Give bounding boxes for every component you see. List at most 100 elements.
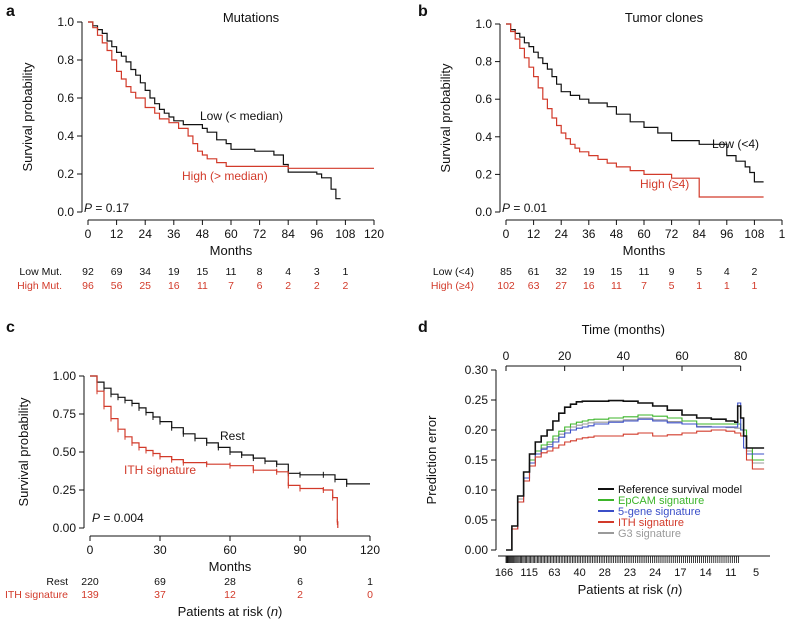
x-tick-label: 90: [293, 543, 307, 557]
panel-letter-a: a: [6, 3, 15, 20]
x-tick-label: 72: [665, 227, 679, 241]
risk-value: 34: [139, 266, 151, 278]
p-value: P = 0.004: [92, 511, 144, 525]
x-axis-label: Months: [623, 243, 666, 258]
p-value-text: = 0.17: [92, 201, 129, 215]
risk-value: 15: [197, 266, 209, 278]
panel-letter-c: c: [6, 319, 15, 336]
top-tick-label: 40: [617, 349, 631, 363]
legend-label-0: Reference survival model: [618, 484, 742, 496]
risk-row-label: Low Mut.: [19, 266, 62, 278]
risk-row-label: High Mut.: [17, 280, 62, 292]
bottom-tick-label: 17: [674, 567, 686, 579]
y-tick-label: 0.0: [475, 205, 492, 219]
bottom-tick-label: 24: [649, 567, 661, 579]
x-tick-label: 1: [779, 227, 786, 241]
x-tick-label: 0: [87, 543, 94, 557]
chart-panel-c: 0.000.250.500.751.000 30 60 90 120MonthsSurv…: [5, 369, 380, 619]
risk-value: 11: [197, 280, 208, 292]
y-tick-label: 0.8: [475, 55, 492, 69]
x-tick-label: 36: [582, 227, 596, 241]
bottom-tick-label: 166: [495, 567, 513, 579]
x-tick-label: 36: [167, 227, 181, 241]
x-tick-label: 48: [610, 227, 624, 241]
x-tick-label: 96: [310, 227, 324, 241]
series-line-0: [506, 23, 764, 183]
y-axis-label: Survival probability: [16, 397, 31, 507]
bottom-tick-label: 40: [573, 567, 585, 579]
y-axis-label: Prediction error: [424, 415, 439, 505]
risk-value: 2: [297, 589, 303, 601]
risk-row-label: ITH signature: [5, 589, 68, 601]
risk-value: 61: [528, 266, 540, 278]
x-tick-label: 120: [364, 227, 384, 241]
chart-title: Tumor clones: [625, 10, 704, 25]
y-tick-label: 0.6: [57, 91, 74, 105]
risk-row-label: High (≥4): [431, 280, 474, 292]
risk-value: 27: [555, 280, 567, 292]
y-axis-label: Survival probability: [20, 62, 35, 172]
risk-value: 5: [669, 280, 675, 292]
p-value-text: = 0.01: [510, 201, 547, 215]
y-tick-label: 0.8: [57, 53, 74, 67]
risk-value: 4: [285, 266, 291, 278]
risk-value: 3: [314, 266, 320, 278]
y-axis-label: Survival probability: [438, 63, 453, 173]
risk-value: 220: [81, 576, 99, 588]
p-value-symbol: P: [502, 201, 510, 215]
chart-title: Mutations: [223, 10, 280, 25]
bottom-tick-label: 28: [599, 567, 611, 579]
x-tick-label: 96: [720, 227, 734, 241]
x-tick-label: 60: [224, 227, 238, 241]
risk-value: 0: [367, 589, 373, 601]
bottom-tick-label: 63: [548, 567, 560, 579]
x-tick-label: 30: [153, 543, 167, 557]
risk-value: 19: [583, 266, 595, 278]
y-tick-label: 0.10: [465, 483, 489, 497]
legend-label-3: ITH signature: [618, 517, 684, 529]
risk-value: 25: [139, 280, 151, 292]
series-line-3: [506, 429, 765, 551]
risk-value: 1: [724, 280, 730, 292]
y-tick-label: 0.0: [57, 205, 74, 219]
panel-letter-d: d: [418, 319, 428, 336]
x-axis-label: Months: [210, 243, 253, 258]
risk-value: 139: [81, 589, 99, 601]
risk-value: 63: [528, 280, 540, 292]
risk-value: 1: [367, 576, 373, 588]
risk-value: 102: [497, 280, 515, 292]
risk-value: 69: [111, 266, 123, 278]
risk-value: 92: [82, 266, 94, 278]
y-tick-label: 0.30: [465, 363, 489, 377]
risk-value: 11: [639, 266, 650, 278]
y-tick-label: 0.00: [53, 521, 77, 535]
risk-value: 4: [724, 266, 730, 278]
y-tick-label: 0.75: [53, 407, 77, 421]
risk-value: 6: [297, 576, 303, 588]
risk-value: 2: [314, 280, 320, 292]
risk-value: 32: [555, 266, 567, 278]
bottom-axis-label: Patients at risk (n): [578, 582, 683, 597]
series-line-0: [88, 21, 341, 200]
series-label-1: High (≥4): [640, 177, 689, 191]
risk-value: 2: [285, 280, 291, 292]
x-tick-label: 12: [110, 227, 124, 241]
top-tick-label: 0: [503, 349, 510, 363]
panel-letter-b: b: [418, 3, 428, 20]
risk-value: 15: [611, 266, 623, 278]
y-tick-label: 1.0: [57, 15, 74, 29]
series-label-1: ITH signature: [124, 463, 196, 477]
y-tick-label: 0.00: [465, 543, 489, 557]
y-tick-label: 0.2: [57, 167, 74, 181]
risk-value: 12: [224, 589, 236, 601]
p-value: P = 0.17: [84, 201, 129, 215]
bottom-tick-label: 115: [520, 567, 538, 579]
risk-value: 85: [500, 266, 512, 278]
x-tick-label: 0: [85, 227, 92, 241]
p-value: P = 0.01: [502, 201, 547, 215]
y-tick-label: 1.00: [53, 369, 77, 383]
x-tick-label: 60: [637, 227, 651, 241]
y-tick-label: 0.15: [465, 453, 489, 467]
risk-value: 16: [583, 280, 595, 292]
